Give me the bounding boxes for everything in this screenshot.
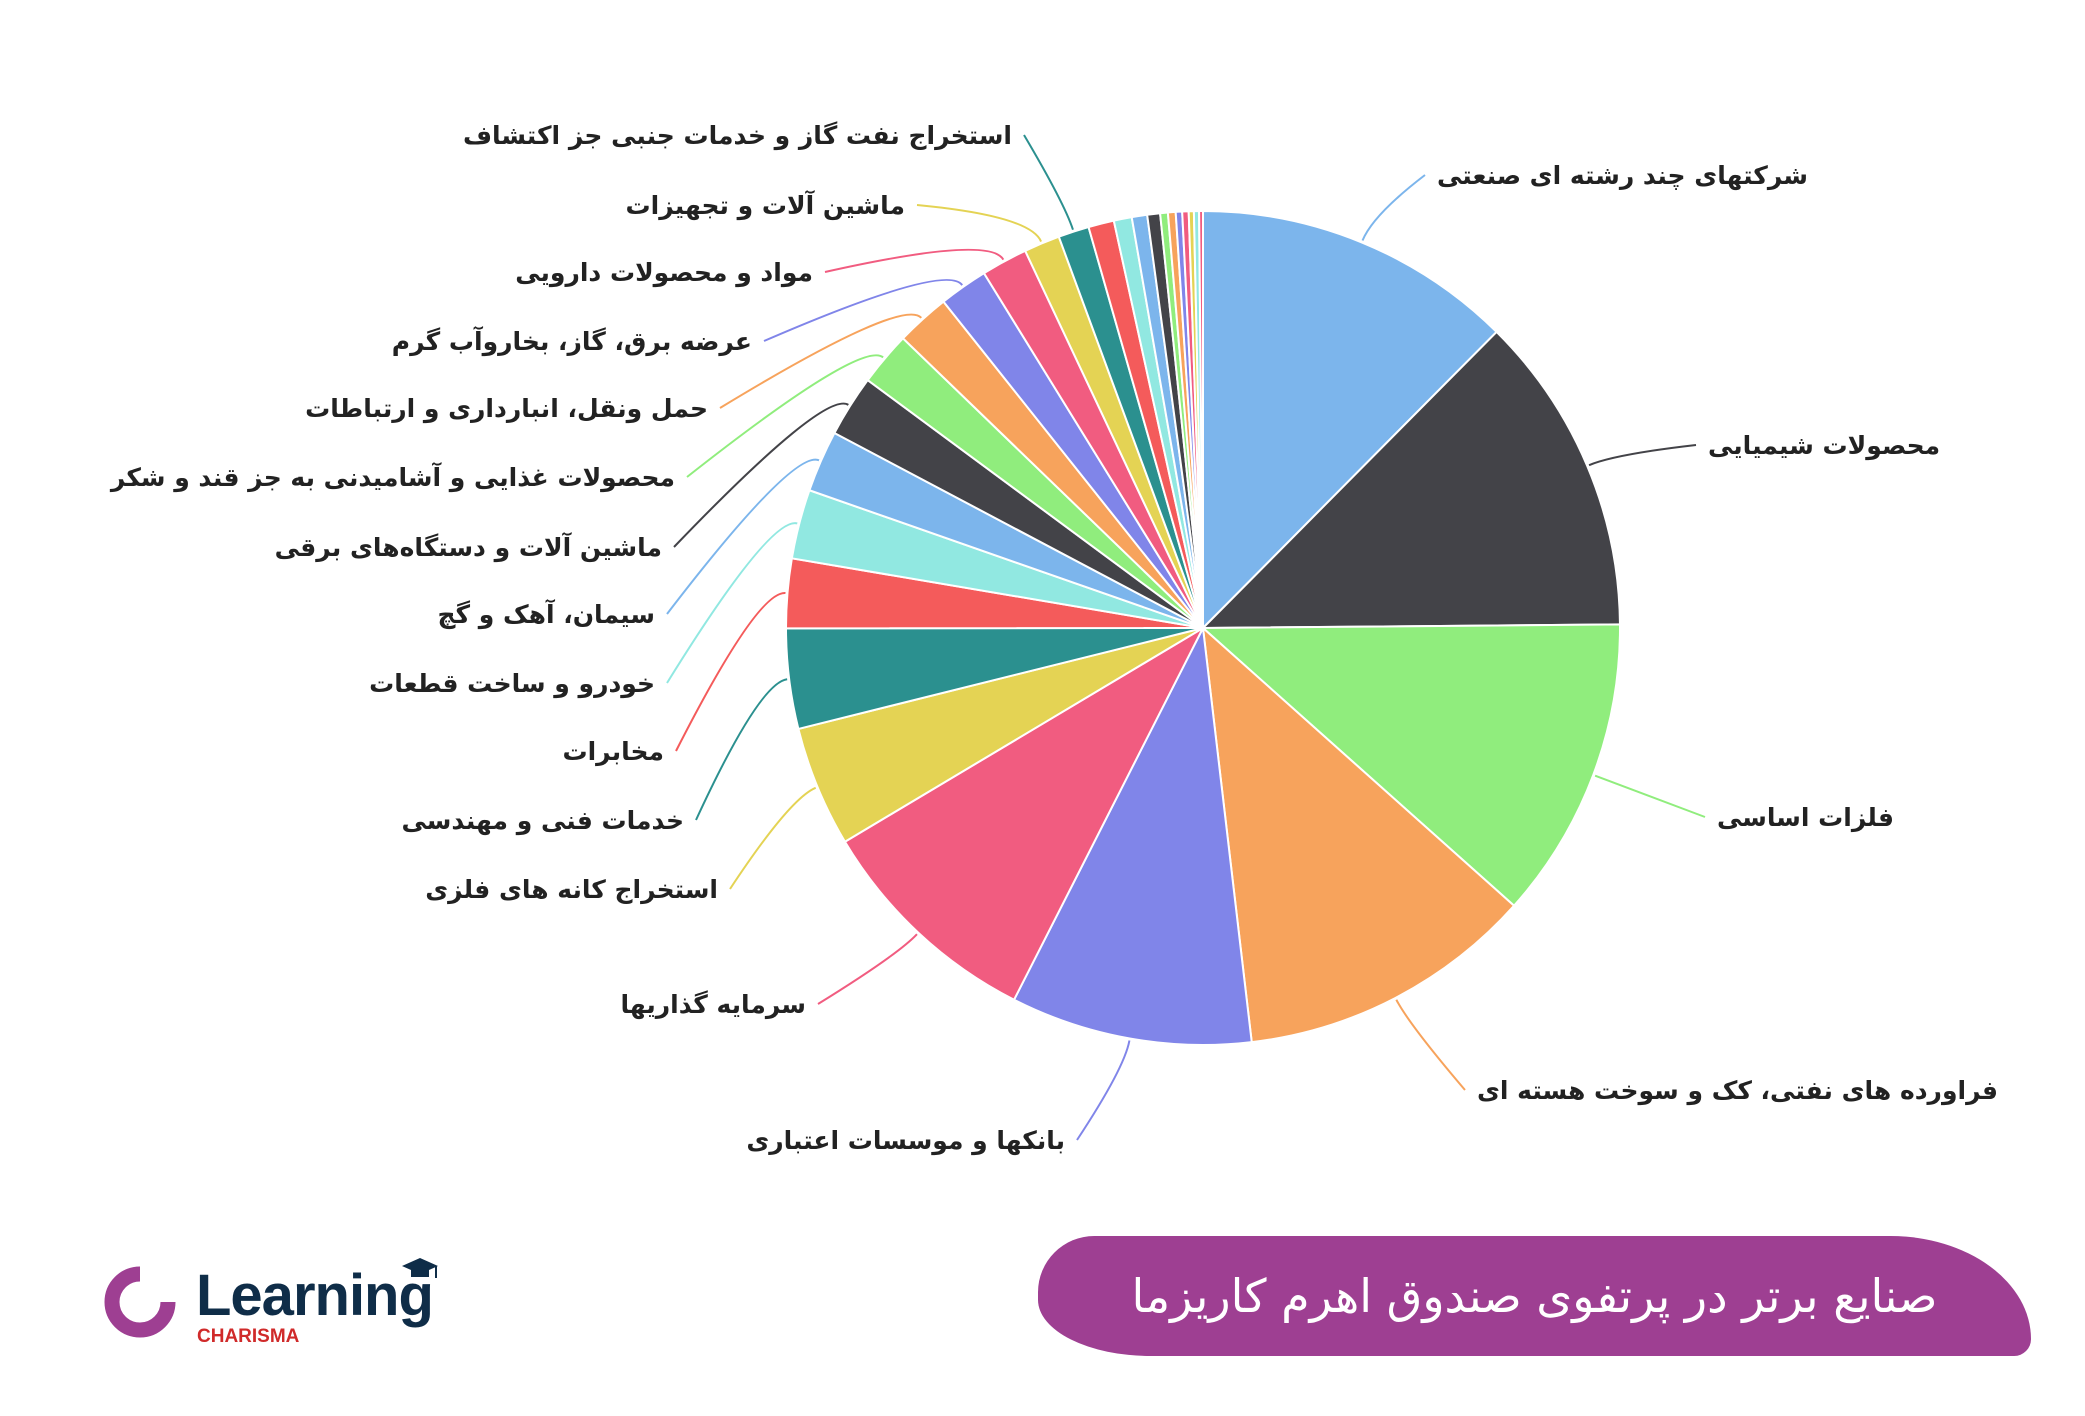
slice-label: استخراج نفت گاز و خدمات جنبی جز اکتشاف xyxy=(463,121,1012,151)
slice-label: فلزات اساسی xyxy=(1717,803,1894,833)
slice-label: محصولات شیمیایی xyxy=(1708,431,1940,461)
slice-label: محصولات غذایی و آشامیدنی به جز قند و شکر xyxy=(109,462,675,493)
slice-label: ماشین آلات و دستگاه‌های برقی xyxy=(275,532,662,563)
slice-label: استخراج کانه های فلزی xyxy=(425,875,718,905)
leader-line xyxy=(719,313,923,409)
slice-label: مخابرات xyxy=(562,737,664,767)
leader-line xyxy=(763,279,963,342)
leader-line xyxy=(1023,134,1074,231)
logo-word: Learning xyxy=(196,1263,434,1328)
logo-ring-icon xyxy=(104,1266,176,1338)
leader-line xyxy=(916,204,1042,243)
slice-label: حمل ونقل، انبارداری و ارتباطات xyxy=(305,394,708,424)
leader-line xyxy=(1361,174,1426,241)
slice-label: سیمان، آهک و گچ xyxy=(438,599,655,630)
pie-slice[interactable] xyxy=(843,625,1206,1002)
banner-title: صنایع برتر در پرتفوی صندوق اهرم کاریزما xyxy=(1131,1269,1938,1323)
leader-line xyxy=(1588,444,1697,467)
slice-label: شرکتهای چند رشته ای صنعتی xyxy=(1437,161,1808,191)
pie-slice[interactable] xyxy=(1200,330,1621,630)
logo-subtitle: CHARISMA xyxy=(197,1326,300,1347)
leader-line xyxy=(729,786,817,890)
leader-line xyxy=(666,522,798,684)
pie-slice[interactable] xyxy=(1012,624,1253,1046)
pie-slice[interactable] xyxy=(1201,625,1516,1044)
leader-line xyxy=(686,354,884,478)
pie-slice[interactable] xyxy=(1202,209,1499,631)
pie-slice[interactable] xyxy=(1200,623,1621,908)
slice-label: مواد و محصولات دارویی xyxy=(515,258,813,288)
leader-line xyxy=(1594,774,1706,818)
leader-line xyxy=(695,678,788,821)
pie-slice[interactable] xyxy=(1198,209,1204,629)
leader-line xyxy=(1395,999,1466,1091)
leader-line xyxy=(817,933,918,1005)
leader-line xyxy=(666,458,820,615)
slice-label: خدمات فنی و مهندسی xyxy=(402,806,684,836)
slice-label: بانکها و موسسات اعتباری xyxy=(746,1126,1065,1156)
slice-label: سرمایه گذاریها xyxy=(621,990,806,1020)
leader-line xyxy=(675,592,786,752)
leader-line xyxy=(673,402,849,548)
graduation-cap-icon xyxy=(402,1258,438,1278)
logo: Learning CHARISMA xyxy=(100,1258,460,1352)
leader-line xyxy=(824,248,1005,273)
title-banner: صنایع برتر در پرتفوی صندوق اهرم کاریزما xyxy=(1038,1236,2031,1356)
leader-line xyxy=(1076,1040,1131,1141)
slice-label: خودرو و ساخت قطعات xyxy=(369,669,655,699)
pie-chart: شرکتهای چند رشته ای صنعتی محصولات شیمیایی… xyxy=(109,121,1998,1156)
slice-label: عرضه برق، گاز، بخاروآب گرم xyxy=(392,326,752,357)
slice-label: فراورده های نفتی، کک و سوخت هسته ای xyxy=(1477,1076,1998,1106)
slice-label: ماشین آلات و تجهیزات xyxy=(626,190,905,221)
